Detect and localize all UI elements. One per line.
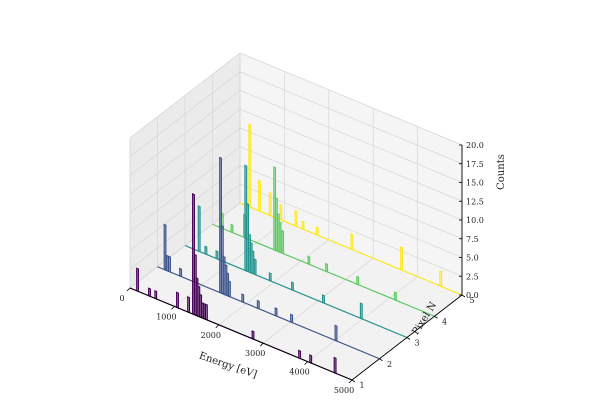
x-tick-mark [215, 324, 220, 329]
histogram-bar [307, 255, 311, 266]
z-tick-label: 2.5 [466, 272, 479, 281]
grid-line [129, 90, 241, 176]
x-tick-mark [304, 361, 308, 365]
grid-line [129, 108, 241, 195]
y-tick-label: 4 [442, 317, 447, 326]
histogram-bar [197, 205, 201, 253]
grid-line [239, 165, 463, 258]
y-tick-mark [351, 379, 356, 383]
histogram-bar [258, 179, 261, 213]
histogram-bar [187, 296, 191, 314]
histogram-bar [298, 349, 302, 360]
histogram-bar [268, 272, 272, 283]
z-tick-label: 10.0 [466, 216, 484, 225]
x-axis-line [129, 287, 353, 381]
grid-line [239, 71, 463, 165]
x-tick-label: 2000 [201, 331, 221, 340]
z-tick-label: 12.5 [466, 197, 484, 206]
histogram-bar [294, 209, 298, 228]
x-tick-mark [171, 306, 175, 310]
histogram-bar [400, 246, 404, 272]
histogram-bar [230, 223, 234, 234]
x-tick-label: 4000 [289, 368, 309, 377]
histogram-bar [439, 269, 443, 288]
histogram-bar [333, 356, 337, 375]
x-tick-label: 1000 [156, 312, 176, 321]
histogram-bar [309, 354, 313, 365]
histogram-bar [350, 233, 354, 251]
histogram-bar [356, 275, 360, 286]
histogram-bar [163, 223, 167, 272]
histogram-bar [281, 229, 285, 255]
y-tick-mark [434, 315, 438, 319]
y-tick-mark [461, 294, 466, 298]
x-tick-mark [259, 342, 264, 347]
histogram-bar [279, 203, 283, 222]
series-baseline [184, 244, 408, 339]
histogram-bar [315, 226, 319, 237]
z-tick-label: 15.0 [466, 179, 484, 188]
y-tick-mark [406, 337, 411, 340]
x-tick-mark [348, 379, 353, 384]
histogram-bar [278, 221, 282, 254]
grid-line [129, 127, 241, 214]
histogram-bar [202, 302, 206, 320]
grid-line [239, 90, 463, 183]
x-tick-label: 5000 [334, 386, 354, 395]
z-tick-label: 5.0 [466, 254, 479, 263]
grid-line [239, 127, 463, 221]
y-tick-label: 1 [359, 381, 364, 390]
histogram-bar [168, 255, 171, 273]
histogram-bar [179, 267, 183, 278]
histogram-bar [248, 123, 252, 209]
histogram-bar [204, 303, 208, 321]
x-tick-label: 0 [119, 294, 124, 303]
histogram-bar [393, 291, 397, 302]
histogram-bar [291, 281, 294, 292]
grid-line [239, 52, 463, 146]
histogram-bar [241, 293, 245, 304]
histogram-bar [325, 262, 329, 273]
histogram-bar [154, 289, 158, 300]
histogram-bar [251, 330, 255, 341]
tick-labels: 0 1000 2000 3000 4000 5000 1 2 3 4 50.0 2.5 5.0 7.5 10… [119, 141, 483, 395]
grid-line [239, 108, 463, 202]
histogram-bar [251, 249, 255, 275]
histogram-bar [148, 287, 151, 298]
x-tick-label: 3000 [245, 349, 265, 358]
histogram-bar [268, 191, 272, 217]
histogram-bar [274, 307, 278, 318]
histogram-bar [215, 250, 219, 260]
histogram-bar [334, 324, 338, 342]
grid-line [129, 52, 241, 139]
series-pixel-4 [212, 166, 435, 317]
histogram-bar [253, 258, 257, 276]
grid-line [239, 146, 463, 240]
z-tick-label: 20.0 [466, 141, 484, 150]
x-tick-mark [126, 287, 131, 292]
z-tick-label: 17.5 [466, 160, 484, 169]
y-tick-label: 2 [387, 360, 392, 369]
histogram-bar [322, 294, 325, 305]
z-axis-label: Counts [496, 154, 507, 190]
histogram-bar [290, 313, 294, 324]
histogram-bar [256, 299, 260, 310]
histogram-bar [136, 267, 139, 293]
series-pixel-3 [184, 164, 408, 339]
z-tick-label: 7.5 [466, 235, 479, 244]
histogram-bar [204, 245, 208, 256]
y-tick-label: 5 [469, 296, 474, 305]
histogram-bar [176, 291, 179, 309]
histogram-bar [301, 220, 305, 231]
grid-line [129, 71, 241, 158]
histogram-bar [359, 302, 363, 320]
z-tick-label: 0.0 [466, 291, 479, 300]
series-baseline [212, 223, 435, 317]
histogram-bar [165, 254, 169, 273]
y-tick-mark [379, 358, 383, 362]
y-tick-label: 3 [414, 339, 419, 348]
histogram-series [129, 123, 463, 381]
histogram-bar [227, 280, 231, 298]
